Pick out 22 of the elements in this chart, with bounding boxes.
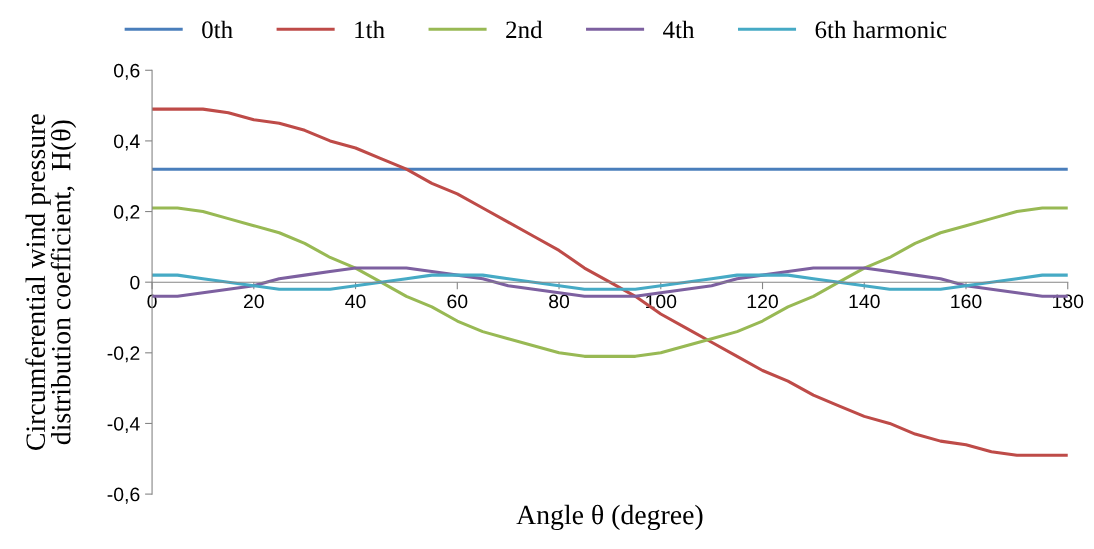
x-tick-label: 80 xyxy=(549,294,570,309)
x-axis-title: Angle θ (degree) xyxy=(516,504,703,531)
x-tick-label: 60 xyxy=(447,294,468,309)
legend-label: 2nd xyxy=(506,20,543,39)
y-tick-label: 0,2 xyxy=(113,205,140,222)
legend-label: 0th xyxy=(202,20,233,39)
legend-label: 6th harmonic xyxy=(815,20,947,39)
x-tick-label: 40 xyxy=(345,294,366,309)
y-tick-label: 0 xyxy=(130,275,140,290)
legend-label: 4th xyxy=(663,20,695,39)
y-axis-title: Circumferential wind pressure distribution coefficient, H(θ) xyxy=(25,114,77,450)
y-tick-label: 0,4 xyxy=(113,134,140,151)
legend-label: 1th xyxy=(355,20,385,39)
x-tick-label: 20 xyxy=(243,294,264,309)
x-tick-label: 160 xyxy=(951,294,982,309)
y-tick-label: -0,2 xyxy=(107,346,140,363)
y-tick-label: 0,6 xyxy=(113,63,140,80)
x-tick-label: 120 xyxy=(747,294,778,309)
y-tick-label: -0,6 xyxy=(107,487,140,504)
x-tick-label: 100 xyxy=(646,294,677,309)
x-tick-label: 140 xyxy=(849,294,880,309)
y-tick-label: -0,4 xyxy=(107,416,140,433)
